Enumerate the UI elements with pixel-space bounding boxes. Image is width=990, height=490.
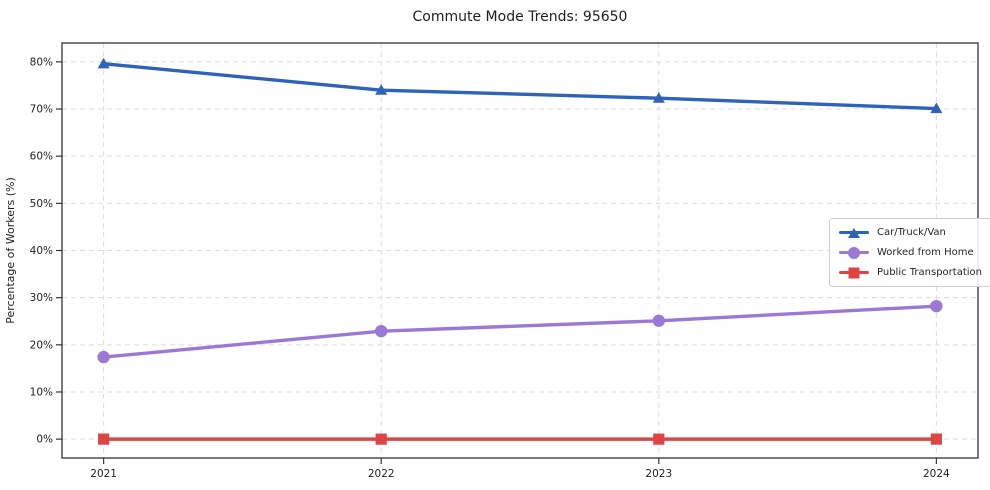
legend-item-public-transportation: Public Transportation — [839, 266, 982, 279]
x-tick-label: 2022 — [368, 468, 395, 480]
data-point-square-icon — [98, 433, 110, 445]
legend-triangle-marker-icon — [839, 226, 869, 239]
legend: Car/Truck/Van Worked from Home Public Tran… — [829, 218, 990, 287]
y-tick-label: 20% — [30, 339, 53, 351]
x-tick-label: 2023 — [645, 468, 672, 480]
x-tick-label: 2024 — [923, 468, 950, 480]
data-point-circle-icon — [375, 324, 388, 338]
y-axis-label: Percentage of Workers (%) — [4, 177, 17, 324]
y-tick-label: 70% — [30, 104, 53, 116]
data-point-square-icon — [375, 433, 387, 445]
y-tick-label: 0% — [36, 434, 53, 446]
data-point-circle-icon — [97, 350, 110, 364]
data-point-triangle-icon — [97, 57, 110, 69]
data-point-triangle-icon — [930, 102, 943, 114]
y-tick-label: 80% — [30, 56, 53, 68]
data-point-triangle-icon — [375, 84, 388, 95]
legend-label: Worked from Home — [877, 247, 974, 258]
series-line-car-truck-van — [101, 62, 939, 111]
y-tick-label: 30% — [30, 292, 53, 304]
legend-item-car-truck-van: Car/Truck/Van — [839, 226, 982, 239]
series-line-worked-from-home — [101, 304, 939, 359]
legend-label: Public Transportation — [877, 267, 982, 278]
legend-label: Car/Truck/Van — [877, 227, 946, 238]
data-point-square-icon — [653, 433, 665, 445]
data-point-circle-icon — [652, 314, 665, 327]
data-point-circle-icon — [930, 299, 943, 313]
chart-title: Commute Mode Trends: 95650 — [412, 9, 628, 25]
legend-square-marker-icon — [839, 266, 869, 279]
y-tick-label: 10% — [30, 386, 53, 398]
y-tick-label: 40% — [30, 245, 53, 257]
x-tick-label: 2021 — [90, 468, 117, 480]
y-tick-label: 60% — [30, 151, 53, 163]
y-tick-label: 50% — [30, 198, 53, 210]
data-point-triangle-icon — [652, 92, 665, 103]
legend-item-worked-from-home: Worked from Home — [839, 246, 982, 259]
data-point-square-icon — [930, 433, 942, 445]
legend-circle-marker-icon — [839, 246, 869, 259]
